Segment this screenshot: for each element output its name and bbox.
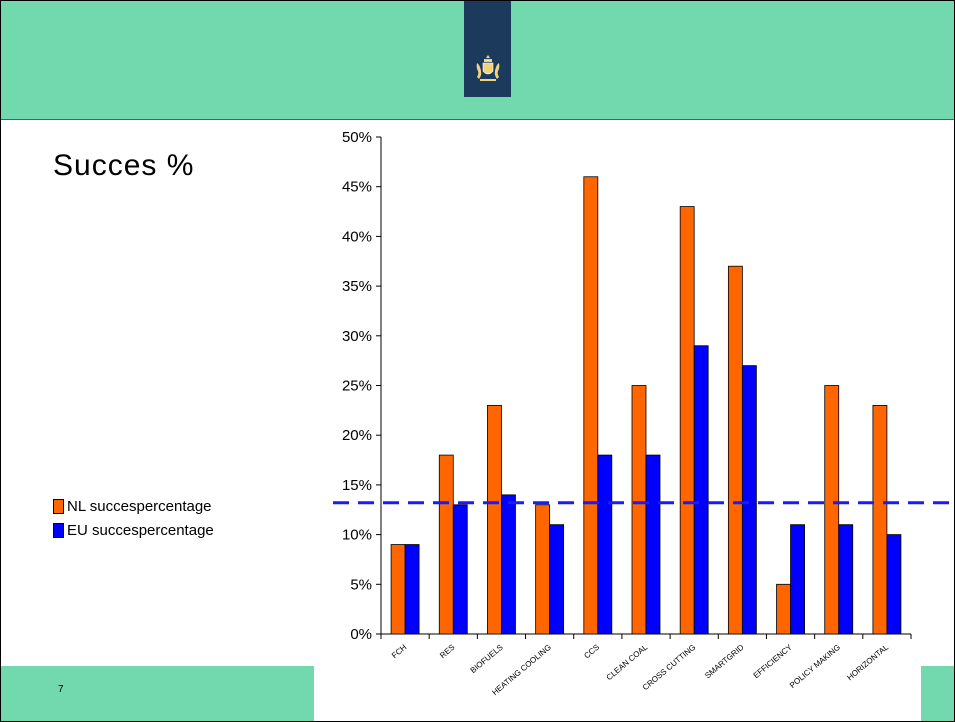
- bar-eu: [452, 504, 468, 635]
- x-tick-label: FCH: [390, 643, 409, 661]
- x-tick-label: EFFICIENCY: [752, 642, 795, 680]
- legend-item-nl: NL succespercentage: [53, 494, 214, 518]
- bar-eu: [645, 454, 661, 635]
- y-tick-label: 10%: [342, 527, 372, 544]
- bar-nl: [872, 404, 888, 635]
- footer-band-right: [921, 666, 954, 721]
- bar-nl: [824, 385, 840, 635]
- bar-nl: [679, 206, 695, 635]
- footer-band-left: [1, 666, 314, 721]
- x-tick-label: RES: [438, 643, 456, 660]
- y-tick-label: 20%: [342, 427, 372, 444]
- y-tick-label: 50%: [342, 129, 372, 146]
- y-tick-label: 0%: [350, 626, 372, 643]
- bar-eu: [597, 454, 613, 635]
- legend-label-eu: EU succespercentage: [67, 521, 214, 539]
- bar-eu: [404, 544, 420, 635]
- bar-eu: [549, 524, 565, 635]
- bar-eu: [838, 524, 854, 635]
- legend-swatch-nl: [53, 498, 64, 514]
- legend-swatch-eu: [53, 522, 64, 538]
- page-number: 7: [58, 684, 64, 695]
- bar-nl: [631, 385, 647, 635]
- x-tick-label: CLEAN COAL: [605, 642, 650, 682]
- bar-eu: [741, 365, 757, 635]
- coat-of-arms-icon: [476, 55, 500, 81]
- legend-item-eu: EU succespercentage: [53, 518, 214, 542]
- y-tick-label: 35%: [342, 278, 372, 295]
- logo-block: [464, 1, 511, 97]
- bar-eu: [790, 524, 805, 635]
- bar-nl: [438, 454, 454, 635]
- x-tick-label: HORIZONTAL: [845, 642, 890, 682]
- bar-nl: [487, 404, 502, 635]
- bar-nl: [535, 504, 551, 635]
- y-tick-label: 40%: [342, 228, 372, 245]
- bar-nl: [776, 583, 791, 635]
- bar-eu: [886, 534, 902, 635]
- x-tick-label: BIOFUELS: [469, 643, 505, 675]
- bar-nl: [583, 176, 599, 635]
- bar-nl: [390, 544, 406, 635]
- bar-nl: [727, 265, 743, 635]
- legend-label-nl: NL succespercentage: [67, 497, 212, 515]
- bar-eu: [501, 494, 516, 635]
- y-tick-label: 45%: [342, 179, 372, 196]
- x-tick-label: CCS: [582, 643, 601, 661]
- x-tick-label: CROSS CUTTING: [641, 643, 698, 692]
- slide-title: Succes %: [53, 149, 195, 182]
- bar-eu: [693, 345, 709, 635]
- chart-legend: NL succespercentage EU succespercentage: [53, 494, 214, 542]
- y-tick-label: 15%: [342, 477, 372, 494]
- y-tick-label: 30%: [342, 328, 372, 345]
- x-tick-label: SMARTGRID: [703, 642, 746, 680]
- y-tick-label: 25%: [342, 378, 372, 395]
- x-tick-label: POLICY MAKING: [788, 643, 842, 690]
- y-tick-label: 5%: [350, 576, 372, 593]
